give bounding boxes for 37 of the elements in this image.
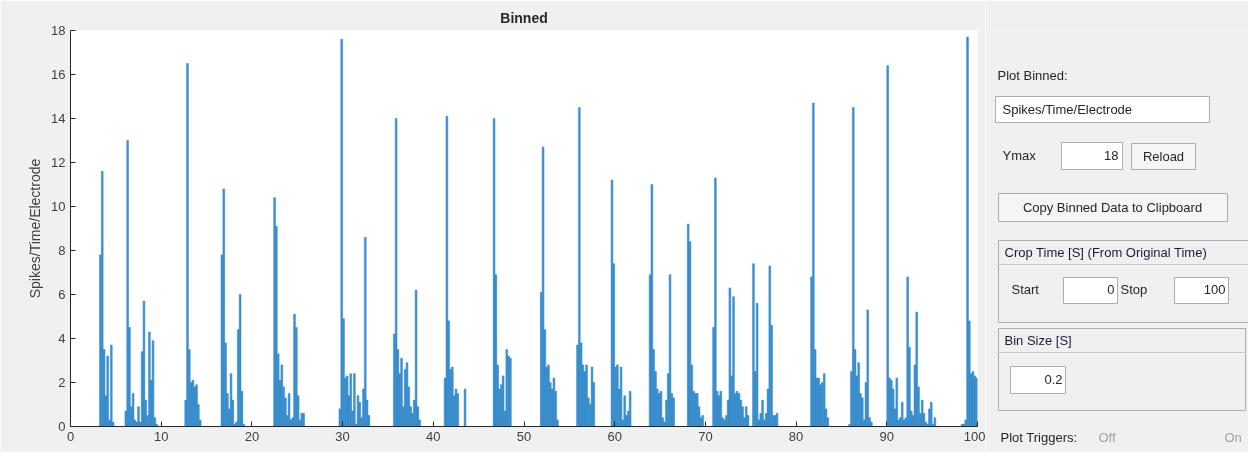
text: On — [1224, 430, 1242, 445]
text: Ymax — [1002, 148, 1037, 163]
y-tick-label: 12 — [51, 155, 66, 170]
x-tick-label: 90 — [879, 428, 895, 444]
text: Reload — [1142, 149, 1185, 164]
x-tick-label: 50 — [516, 428, 532, 444]
y-tick-label: 16 — [51, 67, 66, 82]
x-tick-label: 80 — [788, 428, 804, 444]
y-tick-label: 6 — [58, 287, 66, 302]
text: Off — [1098, 430, 1116, 445]
text: 18 — [1104, 148, 1119, 163]
text: Bin Size [S] — [1004, 333, 1072, 348]
x-tick-label: 100 — [963, 428, 986, 444]
text: Spikes/Time/Electrode — [1002, 102, 1133, 117]
text: 0 — [1107, 282, 1115, 297]
y-tick-label: 10 — [51, 199, 66, 214]
x-tick-label: 20 — [244, 428, 260, 444]
x-tick-label: 30 — [335, 428, 350, 444]
y-tick-label: 2 — [58, 375, 66, 390]
y-tick-label: 8 — [58, 243, 66, 258]
text: Stop — [1120, 282, 1148, 297]
text: Plot Binned: — [997, 68, 1068, 83]
chart-title: Binned — [500, 9, 548, 26]
x-tick-label: 10 — [153, 428, 169, 444]
y-tick-label: 14 — [51, 111, 66, 126]
y-axis-title: Spikes/Time/Electrode — [27, 158, 44, 299]
x-tick-label: 70 — [698, 428, 713, 444]
text: Plot Triggers: — [1000, 430, 1078, 445]
x-tick-label: 40 — [426, 428, 441, 444]
x-tick-label: 60 — [607, 428, 622, 444]
text: Start — [1011, 282, 1040, 297]
text: Crop Time [S] (From Original Time) — [1004, 245, 1207, 260]
y-tick-label: 4 — [58, 331, 66, 346]
text: Copy Binned Data to Clipboard — [1022, 200, 1203, 215]
text: 0.2 — [1044, 372, 1063, 387]
text: 100 — [1203, 282, 1226, 297]
y-tick-label: 18 — [51, 23, 66, 38]
